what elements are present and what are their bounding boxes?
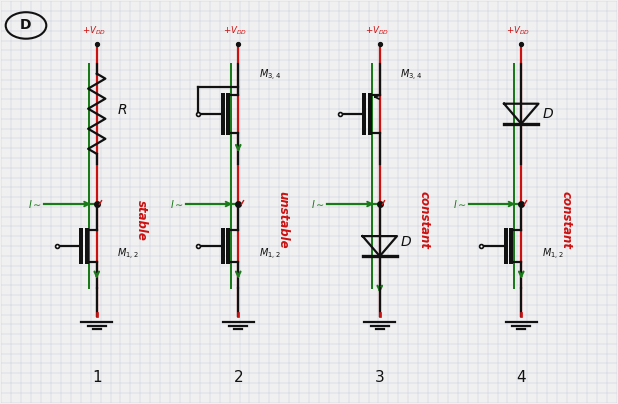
- Text: $I\sim$: $I\sim$: [169, 198, 184, 210]
- Text: 1: 1: [92, 370, 101, 385]
- Text: constant: constant: [559, 191, 572, 249]
- Text: $M_{3,4}$: $M_{3,4}$: [258, 68, 281, 83]
- Text: $D$: $D$: [400, 235, 412, 249]
- Text: $+V_{DD}$: $+V_{DD}$: [82, 25, 106, 38]
- Text: unstable: unstable: [276, 191, 289, 249]
- Text: $M_{1,2}$: $M_{1,2}$: [541, 246, 564, 262]
- Text: $D$: $D$: [541, 107, 554, 121]
- Text: $I\sim$: $I\sim$: [452, 198, 467, 210]
- Text: $+V_{DD}$: $+V_{DD}$: [506, 25, 530, 38]
- Text: stable: stable: [135, 200, 148, 240]
- Text: $R$: $R$: [117, 103, 127, 117]
- Text: $M_{1,2}$: $M_{1,2}$: [258, 246, 281, 262]
- Text: $+V_{DD}$: $+V_{DD}$: [365, 25, 389, 38]
- Text: $I\sim$: $I\sim$: [311, 198, 325, 210]
- Text: $I\sim$: $I\sim$: [28, 198, 42, 210]
- Text: 4: 4: [517, 370, 526, 385]
- Text: $M_{3,4}$: $M_{3,4}$: [400, 68, 422, 83]
- Text: 3: 3: [375, 370, 384, 385]
- Text: constant: constant: [418, 191, 431, 249]
- Text: $M_{1,2}$: $M_{1,2}$: [117, 246, 139, 262]
- Text: $+V_{DD}$: $+V_{DD}$: [223, 25, 247, 38]
- Text: D: D: [20, 19, 32, 32]
- Text: 2: 2: [234, 370, 243, 385]
